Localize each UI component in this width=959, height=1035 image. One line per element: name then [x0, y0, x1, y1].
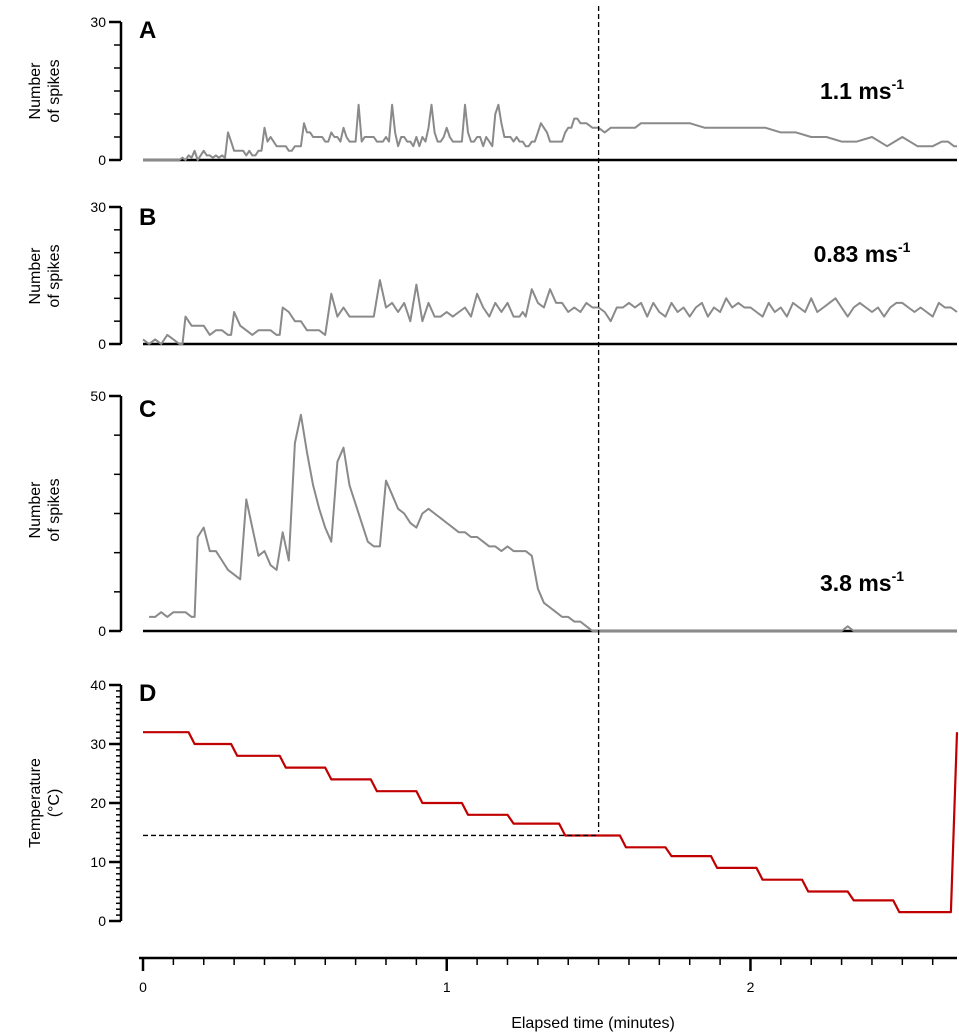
- spike-line: [142, 279, 958, 345]
- y-axis-title-line2: (°C): [46, 789, 63, 818]
- speed-value: 3.8 ms: [820, 570, 892, 596]
- temperature-line: [143, 731, 959, 914]
- panel-c: 0 50 Number of spikes C 3.8 ms-1: [27, 388, 957, 639]
- speed-label: 1.1 ms-1: [820, 76, 904, 104]
- panel-b: 0 30 Number of spikes B 0.83 ms-1: [27, 199, 958, 352]
- x-tick-label: 2: [747, 979, 755, 995]
- spike-line: [149, 413, 957, 632]
- y-axis-title-line1: Number: [27, 481, 44, 539]
- speed-value: 0.83 ms: [814, 241, 898, 267]
- y-axis-title-line2: of spikes: [46, 478, 63, 541]
- panel-letter: A: [139, 17, 156, 44]
- speed-exponent: -1: [898, 239, 911, 255]
- spike-line: [143, 103, 957, 161]
- x-axis-title: Elapsed time (minutes): [511, 1015, 675, 1032]
- y-tick-label: 30: [90, 14, 106, 30]
- y-tick-label: 40: [90, 677, 106, 693]
- y-axis-title: Number of spikes: [27, 59, 63, 122]
- speed-exponent: -1: [892, 76, 905, 92]
- y-tick-label: 10: [90, 854, 106, 870]
- y-axis-title-line2: of spikes: [46, 59, 63, 122]
- panel-d: 0 10 20 30 40 Temperature (°C) D: [27, 677, 959, 929]
- y-axis-title-line1: Temperature: [27, 758, 44, 848]
- y-tick-label: 30: [90, 199, 106, 215]
- panel-a: 0 30 Number of spikes A 1.1 ms-1: [27, 14, 957, 168]
- panel-letter: B: [139, 204, 156, 231]
- y-axis-title-line2: of spikes: [46, 244, 63, 307]
- speed-exponent: -1: [892, 568, 905, 584]
- panel-letter: C: [139, 396, 156, 423]
- x-tick-label: 0: [139, 979, 147, 995]
- speed-label: 0.83 ms-1: [814, 239, 911, 267]
- y-tick-label: 30: [90, 736, 106, 752]
- panel-letter: D: [139, 680, 156, 707]
- y-axis-title-line1: Number: [27, 247, 44, 305]
- y-axis-title: Number of spikes: [27, 244, 63, 307]
- y-tick-label: 0: [98, 623, 106, 639]
- speed-value: 1.1 ms: [820, 78, 892, 104]
- y-tick-label: 50: [90, 388, 106, 404]
- x-axis: 0 1 2 Elapsed time (minutes): [139, 956, 957, 1032]
- y-axis-title-line1: Number: [27, 62, 44, 120]
- y-tick-label: 20: [90, 795, 106, 811]
- y-tick-label: 0: [98, 152, 106, 168]
- speed-label: 3.8 ms-1: [820, 568, 904, 596]
- y-axis-title: Number of spikes: [27, 478, 63, 541]
- y-tick-label: 0: [98, 913, 106, 929]
- y-tick-label: 0: [98, 336, 106, 352]
- x-tick-label: 1: [443, 979, 451, 995]
- y-axis-title: Temperature (°C): [27, 758, 63, 848]
